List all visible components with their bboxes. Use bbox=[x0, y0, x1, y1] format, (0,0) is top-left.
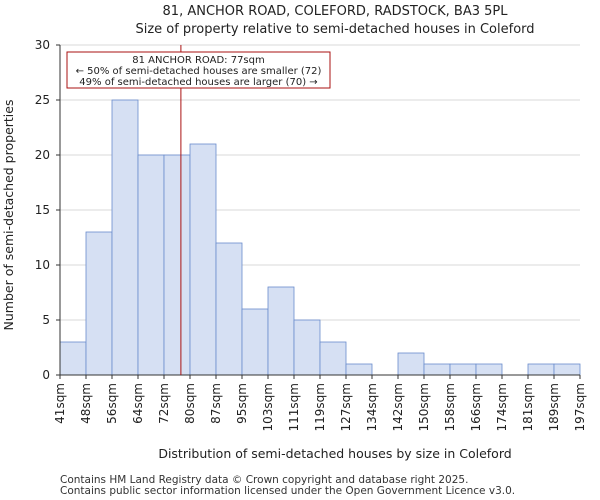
histogram-bar bbox=[397, 352, 425, 376]
x-tick-label: 48sqm bbox=[79, 383, 93, 424]
footer-line1: Contains HM Land Registry data © Crown c… bbox=[60, 474, 468, 486]
x-tick-label: 174sqm bbox=[495, 383, 509, 431]
x-tick-label: 189sqm bbox=[547, 383, 561, 431]
x-tick-label: 127sqm bbox=[339, 383, 353, 431]
chart-title-line2: Size of property relative to semi-detach… bbox=[135, 22, 534, 37]
annotation-line1: 81 ANCHOR ROAD: 77sqm bbox=[132, 55, 264, 66]
annotation-line3: 49% of semi-detached houses are larger (… bbox=[79, 77, 317, 88]
x-tick-label: 150sqm bbox=[417, 383, 431, 431]
x-tick-label: 41sqm bbox=[53, 383, 67, 424]
histogram-bar bbox=[59, 341, 87, 376]
histogram-bar bbox=[553, 363, 581, 376]
y-tick-label: 5 bbox=[42, 313, 50, 327]
histogram-bar bbox=[527, 363, 555, 376]
x-tick-label: 134sqm bbox=[365, 383, 379, 431]
y-tick-label: 0 bbox=[42, 368, 50, 382]
y-axis-label: Number of semi-detached properties bbox=[1, 100, 16, 331]
y-tick-label: 25 bbox=[35, 93, 50, 107]
chart-title-line1: 81, ANCHOR ROAD, COLEFORD, RADSTOCK, BA3… bbox=[163, 4, 509, 19]
x-tick-label: 158sqm bbox=[443, 383, 457, 431]
histogram-bar bbox=[475, 363, 503, 376]
histogram-bar bbox=[267, 286, 295, 376]
x-tick-label: 197sqm bbox=[573, 383, 587, 431]
x-tick-label: 111sqm bbox=[287, 383, 301, 431]
histogram-bar bbox=[215, 242, 243, 376]
histogram-bar bbox=[293, 319, 321, 376]
x-tick-label: 95sqm bbox=[235, 383, 249, 424]
histogram-bar bbox=[137, 154, 165, 376]
histogram-bar bbox=[189, 143, 217, 376]
x-axis-label: Distribution of semi-detached houses by … bbox=[158, 446, 511, 461]
y-tick-label: 10 bbox=[35, 258, 50, 272]
histogram-bar bbox=[345, 363, 373, 376]
histogram-bar bbox=[319, 341, 347, 376]
y-tick-label: 15 bbox=[35, 203, 50, 217]
plot-area: 0 5 10 15 20 25 30 41sqm 48sqm 56sqm 64sqm 72sqm 80s… bbox=[35, 38, 587, 431]
x-tick-label: 72sqm bbox=[157, 383, 171, 424]
histogram-bar bbox=[423, 363, 451, 376]
annotation-box bbox=[66, 51, 331, 89]
histogram-bar bbox=[85, 231, 113, 376]
histogram-bar bbox=[449, 363, 477, 376]
footer-line2: Contains public sector information licen… bbox=[60, 485, 515, 497]
annotation-line2: ← 50% of semi-detached houses are smalle… bbox=[76, 66, 322, 77]
x-tick-label: 166sqm bbox=[469, 383, 483, 431]
y-tick-label: 20 bbox=[35, 148, 50, 162]
histogram-bar bbox=[163, 154, 191, 376]
x-tick-label: 80sqm bbox=[183, 383, 197, 424]
x-tick-label: 87sqm bbox=[209, 383, 223, 424]
x-tick-label: 103sqm bbox=[261, 383, 275, 431]
y-tick-label: 30 bbox=[35, 38, 50, 52]
histogram-bar bbox=[111, 99, 139, 376]
x-tick-label: 64sqm bbox=[131, 383, 145, 424]
x-tick-label: 119sqm bbox=[313, 383, 327, 431]
x-tick-label: 181sqm bbox=[521, 383, 535, 431]
x-tick-label: 142sqm bbox=[391, 383, 405, 431]
histogram-bar bbox=[241, 308, 269, 376]
x-tick-label: 56sqm bbox=[105, 383, 119, 424]
